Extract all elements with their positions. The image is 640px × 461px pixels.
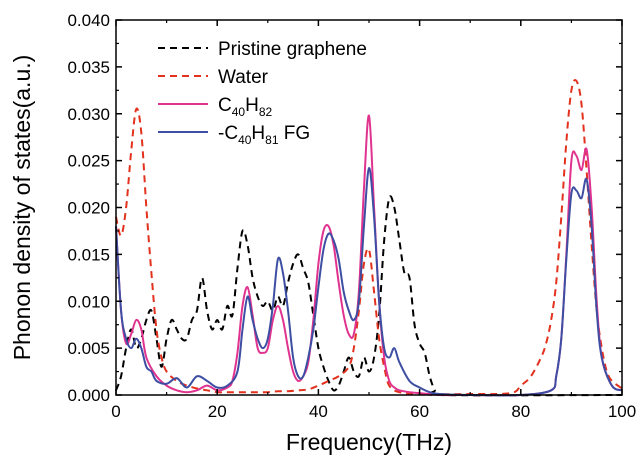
series-line-0 bbox=[115, 195, 623, 397]
x-axis-title: Frequency(THz) bbox=[286, 429, 452, 455]
x-tick-label: 0 bbox=[111, 402, 120, 421]
legend-label-subscript: 40 bbox=[238, 133, 252, 147]
y-tick-label: 0.015 bbox=[67, 245, 110, 264]
legend-label-part: H bbox=[251, 123, 265, 144]
legend-label-subscript: 40 bbox=[232, 105, 246, 119]
y-tick-label: 0.035 bbox=[67, 58, 110, 77]
y-tick-label: 0.025 bbox=[67, 152, 110, 171]
x-tick-label: 80 bbox=[511, 402, 530, 421]
legend-label-part: C bbox=[218, 95, 232, 116]
legend-label-part: -C bbox=[218, 123, 238, 144]
y-tick-label: 0.010 bbox=[67, 292, 110, 311]
y-axis-ticks: 0.000 0.005 0.010 0.015 0.020 0.025 0.030 0.035… bbox=[67, 11, 622, 405]
legend-label-part: FG bbox=[279, 123, 311, 144]
y-tick-label: 0.030 bbox=[67, 105, 110, 124]
series-line-1 bbox=[115, 78, 623, 396]
legend-label-part: H bbox=[245, 95, 259, 116]
legend-label-subscript: 82 bbox=[259, 105, 273, 119]
legend-label-subscript: 81 bbox=[265, 133, 279, 147]
y-tick-label: 0.020 bbox=[67, 199, 110, 218]
plot-frame bbox=[115, 19, 623, 396]
series-line-3 bbox=[115, 167, 623, 397]
legend-label-1: Water bbox=[218, 67, 269, 88]
y-axis-title: Phonon density of states(a.u.) bbox=[9, 55, 35, 361]
x-tick-label: 60 bbox=[410, 402, 429, 421]
y-tick-label: 0.040 bbox=[67, 11, 110, 30]
plot-lines bbox=[115, 78, 623, 397]
legend-label-3: -C40H81 FG bbox=[218, 123, 310, 147]
legend-label-0: Pristine graphene bbox=[218, 39, 367, 60]
y-tick-label: 0.000 bbox=[67, 386, 110, 405]
x-tick-label: 100 bbox=[608, 402, 636, 421]
legend-label-2: C40H82 bbox=[218, 95, 273, 119]
x-tick-label: 20 bbox=[208, 402, 227, 421]
series-line-2 bbox=[115, 114, 623, 397]
x-axis-ticks: 0 20 40 60 80 100 bbox=[111, 20, 636, 421]
x-tick-label: 40 bbox=[309, 402, 328, 421]
y-tick-label: 0.005 bbox=[67, 339, 110, 358]
